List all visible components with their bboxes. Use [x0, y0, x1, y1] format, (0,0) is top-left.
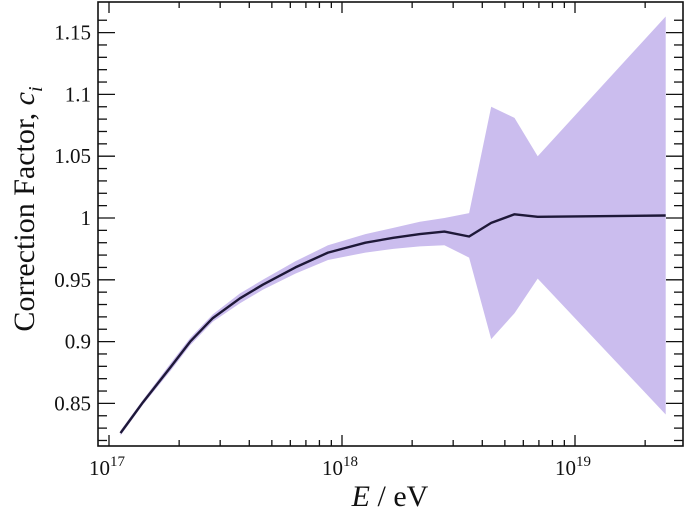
y-tick-label: 0.9 — [65, 330, 91, 354]
y-axis-title: Correction Factor, ci — [8, 86, 47, 331]
x-tick-label: 1017 — [89, 454, 126, 480]
y-tick-label: 1.1 — [65, 82, 91, 106]
x-tick-label: 1018 — [322, 454, 358, 480]
y-tick-label: 1.15 — [54, 21, 91, 45]
y-tick-label: 1 — [81, 206, 92, 230]
plot-frame — [97, 1, 684, 447]
uncertainty-band — [120, 16, 666, 436]
x-tick-label: 1019 — [555, 454, 591, 480]
correction-factor-line — [119, 213, 666, 434]
band-polygon — [120, 16, 666, 436]
axes-box — [97, 1, 684, 447]
data-line — [119, 213, 666, 434]
y-axis-ticks: 0.85 0.9 0.95 1 1.05 1.1 1.15 — [54, 19, 683, 442]
y-tick-label: 1.05 — [54, 144, 91, 168]
y-tick-label: 0.85 — [54, 391, 91, 415]
y-tick-label: 0.95 — [54, 268, 91, 292]
x-axis-ticks: 1017 1018 1019 — [89, 2, 646, 480]
x-axis-title: E / eV — [351, 480, 429, 513]
